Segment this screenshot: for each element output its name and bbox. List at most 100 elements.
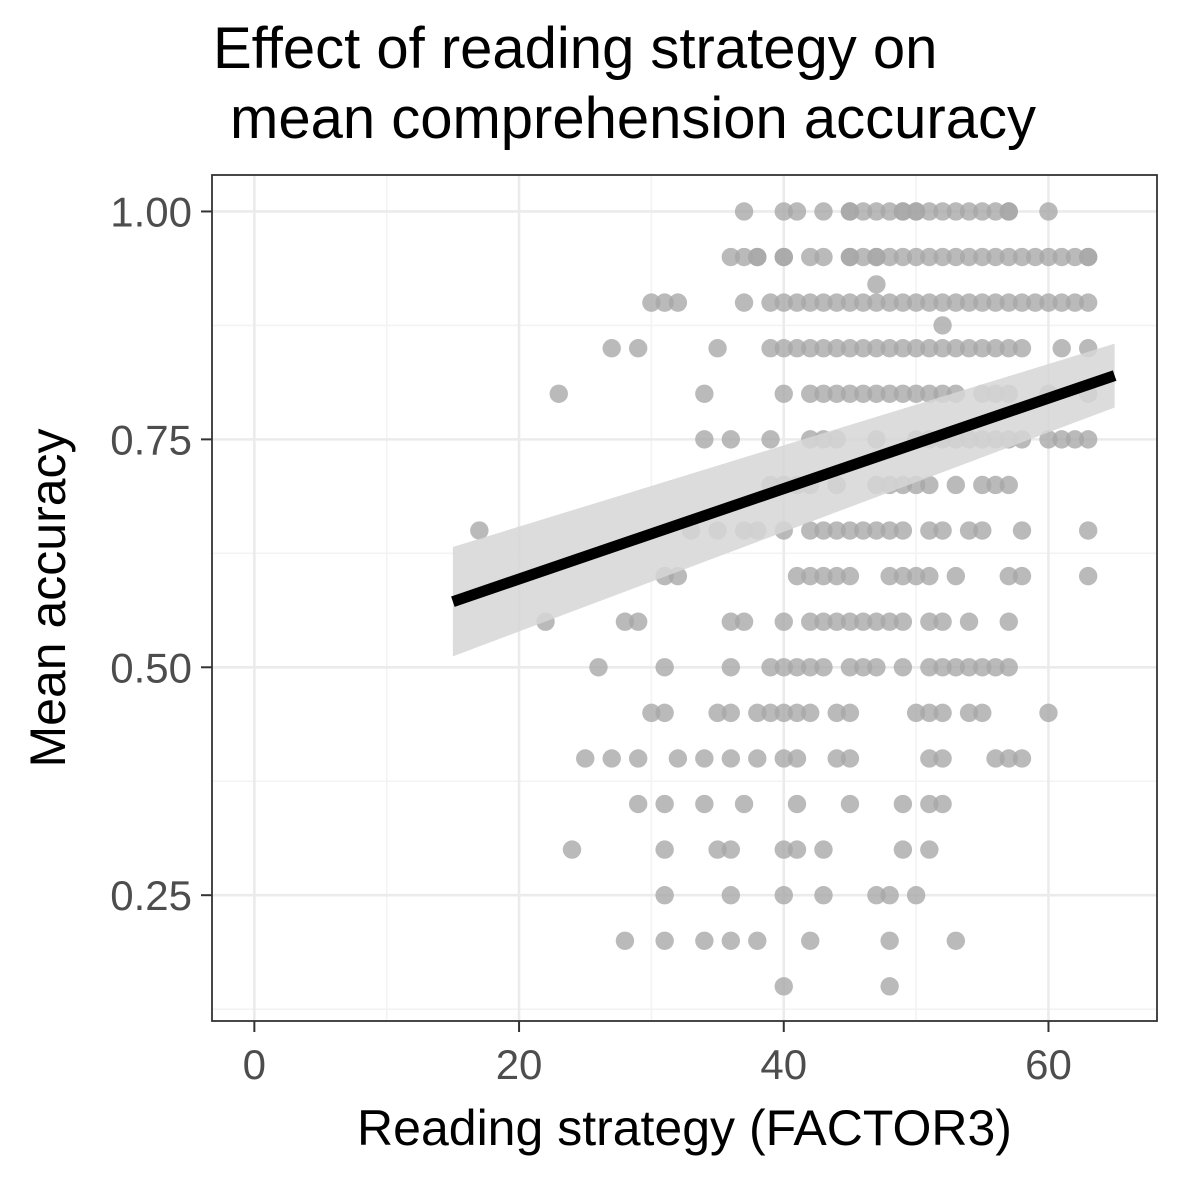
data-point (906, 293, 926, 312)
data-point (827, 749, 846, 768)
data-point (933, 202, 952, 221)
data-point (946, 339, 966, 358)
data-point (853, 247, 873, 267)
data-point (814, 885, 833, 905)
data-point (721, 658, 741, 677)
data-point (470, 521, 489, 540)
data-point (1039, 430, 1058, 449)
data-point (880, 885, 899, 905)
data-point (973, 293, 992, 312)
confidence-ribbon (452, 343, 1115, 657)
data-point (880, 977, 899, 996)
data-point (946, 475, 966, 495)
data-point (986, 658, 1005, 677)
data-point (721, 247, 741, 267)
data-point (708, 703, 727, 723)
data-point (959, 521, 979, 540)
data-point (933, 794, 952, 814)
data-point (549, 384, 568, 403)
data-point (880, 384, 899, 403)
plot-panel (212, 175, 1157, 1021)
data-point (1065, 293, 1085, 312)
data-point (1065, 430, 1085, 449)
data-point (986, 475, 1005, 495)
data-point (1039, 202, 1058, 221)
data-point (906, 566, 926, 586)
data-point (761, 658, 780, 677)
data-point (867, 885, 886, 905)
data-point (840, 703, 860, 723)
data-point (748, 703, 767, 723)
data-point (920, 293, 939, 312)
data-point (628, 749, 648, 768)
data-point (880, 339, 899, 358)
data-point (814, 612, 833, 631)
data-point (668, 293, 688, 312)
data-point (787, 293, 807, 312)
x-tick-label: 60 (1025, 1041, 1072, 1088)
data-point (774, 293, 793, 312)
data-point (893, 202, 913, 221)
data-point (1078, 521, 1098, 540)
data-point (1026, 247, 1045, 267)
data-point (959, 202, 979, 221)
data-point (1052, 293, 1071, 312)
data-point (774, 977, 793, 996)
data-point (655, 885, 674, 905)
data-point (893, 794, 913, 814)
data-point (840, 658, 860, 677)
data-point (999, 566, 1018, 586)
data-point (959, 293, 979, 312)
data-point (827, 566, 846, 586)
data-point (973, 475, 992, 495)
data-point (576, 749, 595, 768)
data-point (695, 794, 714, 814)
data-point (1065, 247, 1085, 267)
data-point (853, 339, 873, 358)
data-point (655, 840, 674, 859)
data-point (734, 247, 754, 267)
data-point (999, 247, 1018, 267)
data-point (840, 612, 860, 631)
data-point (920, 658, 939, 677)
data-point (655, 658, 674, 677)
data-point (893, 840, 913, 859)
data-point (973, 703, 992, 723)
data-point (840, 339, 860, 358)
data-point (840, 521, 860, 540)
data-point (774, 840, 793, 859)
data-point (814, 384, 833, 403)
data-point (787, 703, 807, 723)
data-point (761, 293, 780, 312)
data-point (761, 703, 780, 723)
data-point (840, 293, 860, 312)
data-point (840, 202, 860, 221)
data-point (774, 384, 793, 403)
data-point (774, 339, 793, 358)
data-point (1078, 430, 1098, 449)
data-point (721, 612, 741, 631)
data-point (787, 339, 807, 358)
data-point (721, 430, 741, 449)
data-point (959, 339, 979, 358)
data-point (695, 749, 714, 768)
data-point (721, 885, 741, 905)
data-point (1026, 293, 1045, 312)
data-point (1012, 293, 1032, 312)
data-point (973, 339, 992, 358)
panel-border (211, 174, 1158, 1022)
data-point (867, 521, 886, 540)
data-point (946, 658, 966, 677)
data-point (734, 293, 754, 312)
data-point (880, 612, 899, 631)
data-point (1052, 247, 1071, 267)
data-point (1052, 430, 1071, 449)
data-point (920, 202, 939, 221)
data-point (787, 749, 807, 768)
data-point (853, 612, 873, 631)
data-point (880, 247, 899, 267)
data-point (920, 247, 939, 267)
data-point (906, 339, 926, 358)
data-point (814, 202, 833, 221)
data-point (787, 566, 807, 586)
